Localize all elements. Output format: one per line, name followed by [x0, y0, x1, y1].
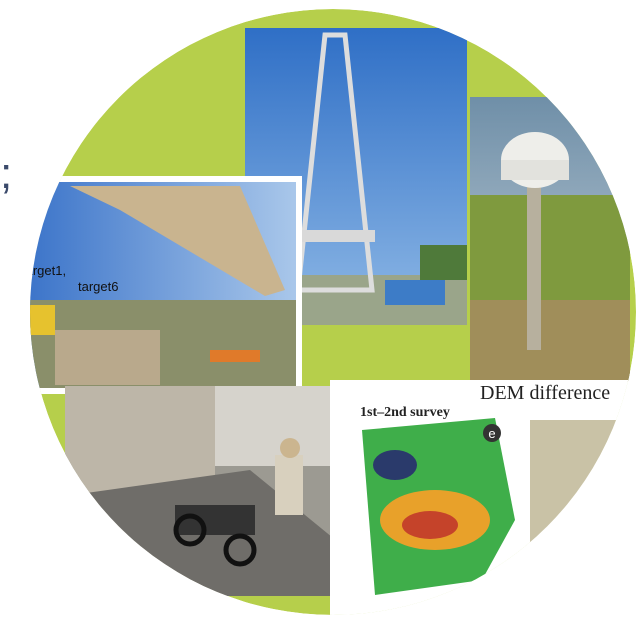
- target-label: target1,: [22, 263, 66, 278]
- figure-subtitle: 1st–2nd survey: [360, 405, 450, 420]
- photo-bridge: target1, target6: [22, 176, 302, 394]
- photo-gps-antenna: [470, 97, 630, 382]
- panel-letter: e: [488, 426, 495, 441]
- circle-collage: target1, target6 DEM difference 1st–2nd …: [22, 9, 636, 615]
- figure-dem-difference: DEM difference 1st–2nd survey e: [330, 380, 630, 615]
- stray-text: ;: [0, 149, 12, 198]
- target-label: target6: [78, 279, 118, 294]
- figure-title: DEM difference: [480, 382, 610, 404]
- photo-street-gpr: [65, 386, 360, 596]
